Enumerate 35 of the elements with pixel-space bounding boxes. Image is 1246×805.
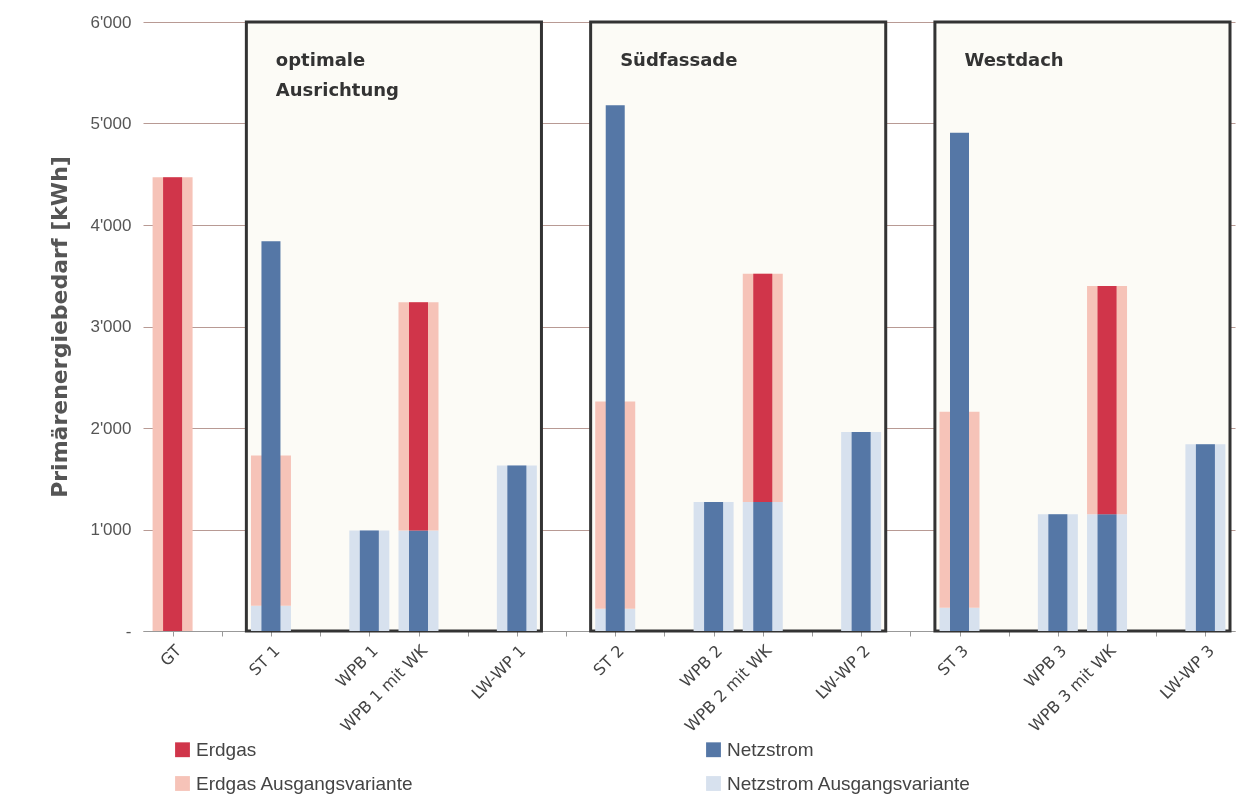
bar (1048, 514, 1068, 631)
bar (409, 530, 428, 631)
bar (359, 530, 379, 631)
bar (1097, 285, 1117, 515)
bar (1097, 514, 1117, 631)
band-label: Südfassade (620, 49, 738, 70)
bar (704, 502, 724, 631)
bar (163, 177, 183, 631)
y-tick-label: 2'000 (90, 418, 132, 438)
bar (409, 302, 428, 531)
legend-label: Netzstrom Ausgangsvariante (727, 772, 970, 794)
y-tick-label: 4'000 (90, 215, 132, 235)
legend-label: Erdgas Ausgangsvariante (196, 772, 413, 794)
y-axis-title: Primärenergiebedarf [kWh] (47, 156, 73, 498)
y-tick-label: 3'000 (90, 317, 132, 336)
bar (753, 502, 773, 631)
bar (950, 132, 969, 631)
x-tick-label: ST 3 (933, 641, 973, 680)
legend-label: Erdgas (196, 738, 257, 760)
x-tick-label: ST 2 (589, 641, 628, 680)
band-label: Westdach (964, 49, 1064, 70)
band-label: optimale Ausrichtung (275, 49, 399, 100)
bar (1195, 444, 1215, 631)
bar (605, 105, 625, 631)
y-tick-label: 1'000 (90, 520, 132, 539)
bar (851, 432, 871, 631)
y-tick-label: - (125, 621, 132, 641)
y-tick-label: 6'000 (90, 12, 132, 32)
x-tick-label: ST 1 (245, 641, 284, 680)
bar (261, 241, 281, 631)
bar (507, 465, 527, 631)
x-tick-label: GT (156, 640, 186, 670)
y-tick-label: 5'000 (90, 114, 132, 133)
legend-label: Netzstrom (727, 738, 814, 760)
bar (753, 273, 773, 503)
